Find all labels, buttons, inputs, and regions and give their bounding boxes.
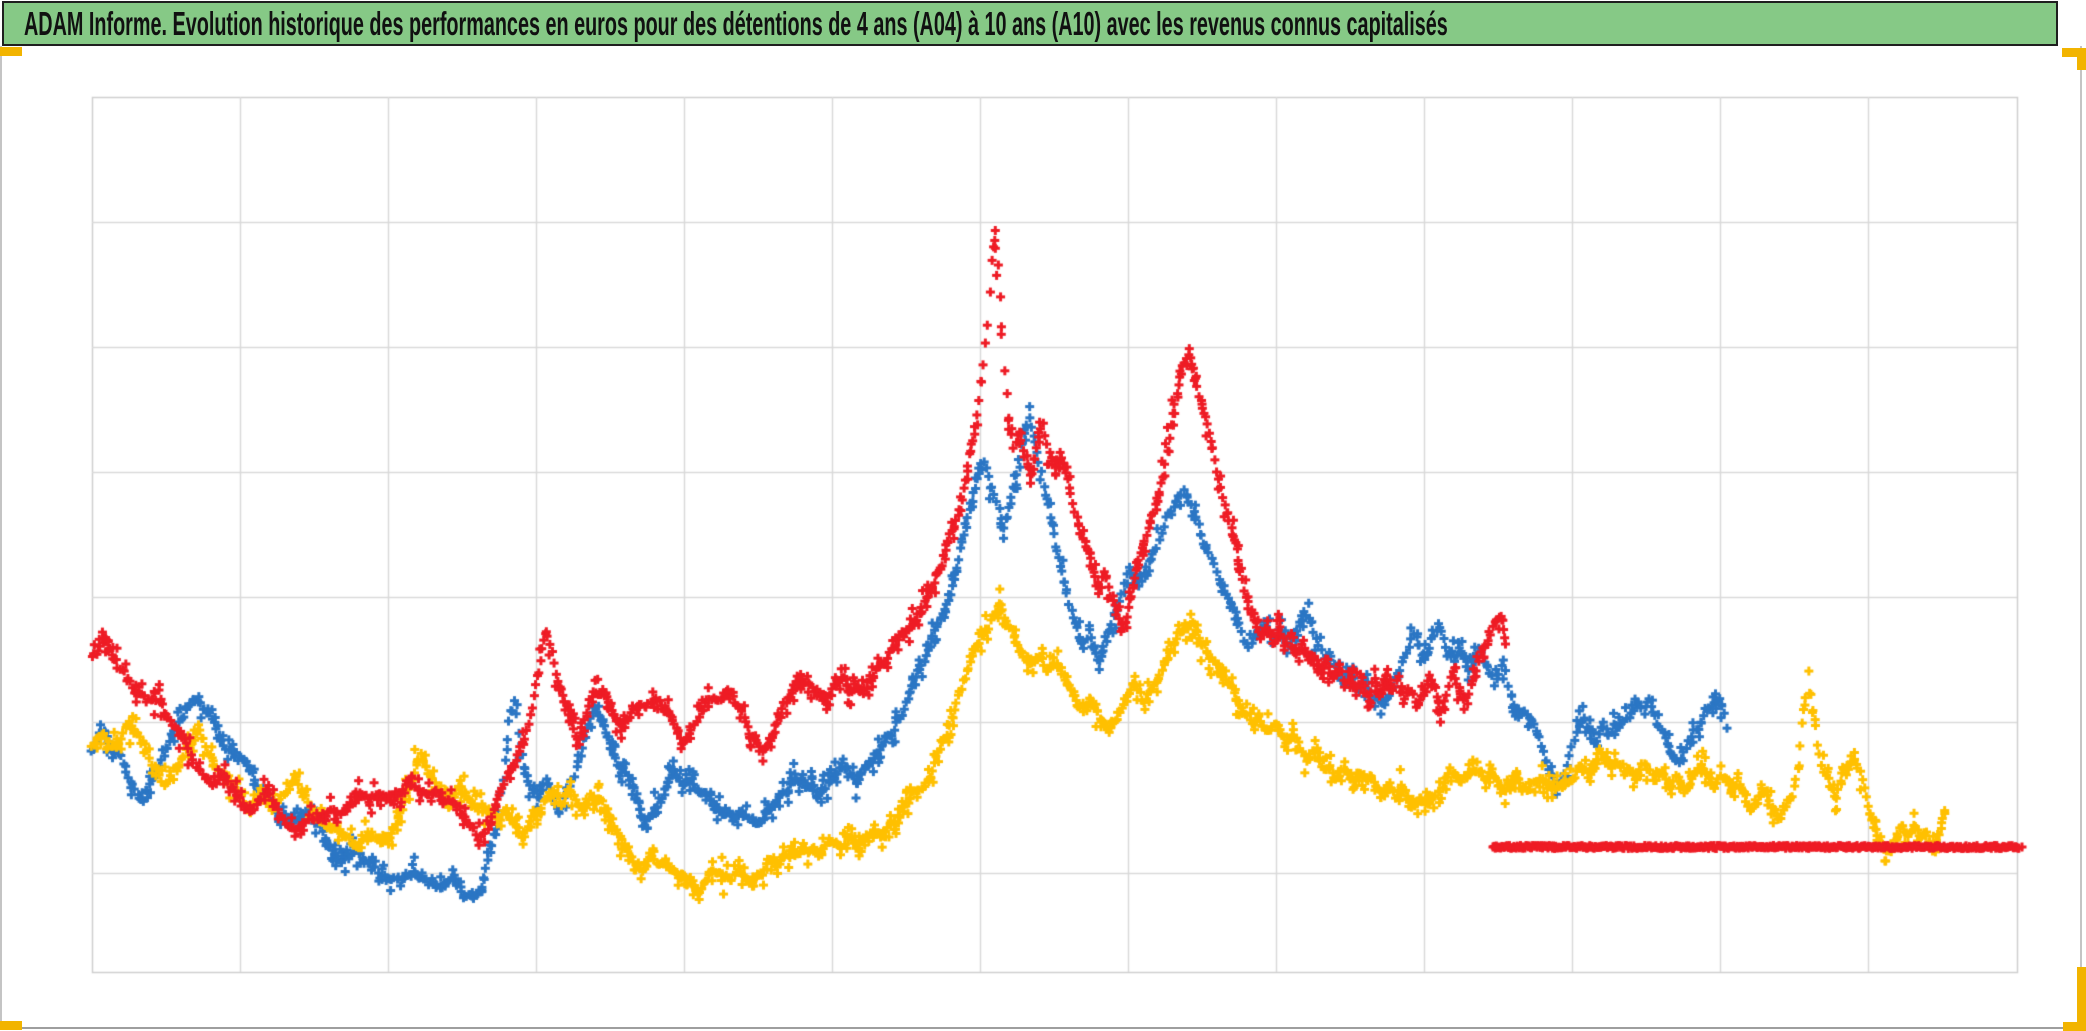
gold-corner-bottom-right bbox=[2063, 1022, 2086, 1031]
gold-corner-bottom-left bbox=[0, 1021, 22, 1030]
gold-corner-top-right bbox=[2062, 48, 2086, 57]
chart-title: ADAM Informe. Evolution historique des p… bbox=[24, 4, 1448, 42]
chart-title-bar: ADAM Informe. Evolution historique des p… bbox=[2, 1, 2058, 46]
gold-corner-bottom-right-tail bbox=[2077, 967, 2086, 1022]
gold-corner-top-right-tail bbox=[2077, 48, 2086, 70]
gold-corner-top-left bbox=[0, 47, 22, 56]
